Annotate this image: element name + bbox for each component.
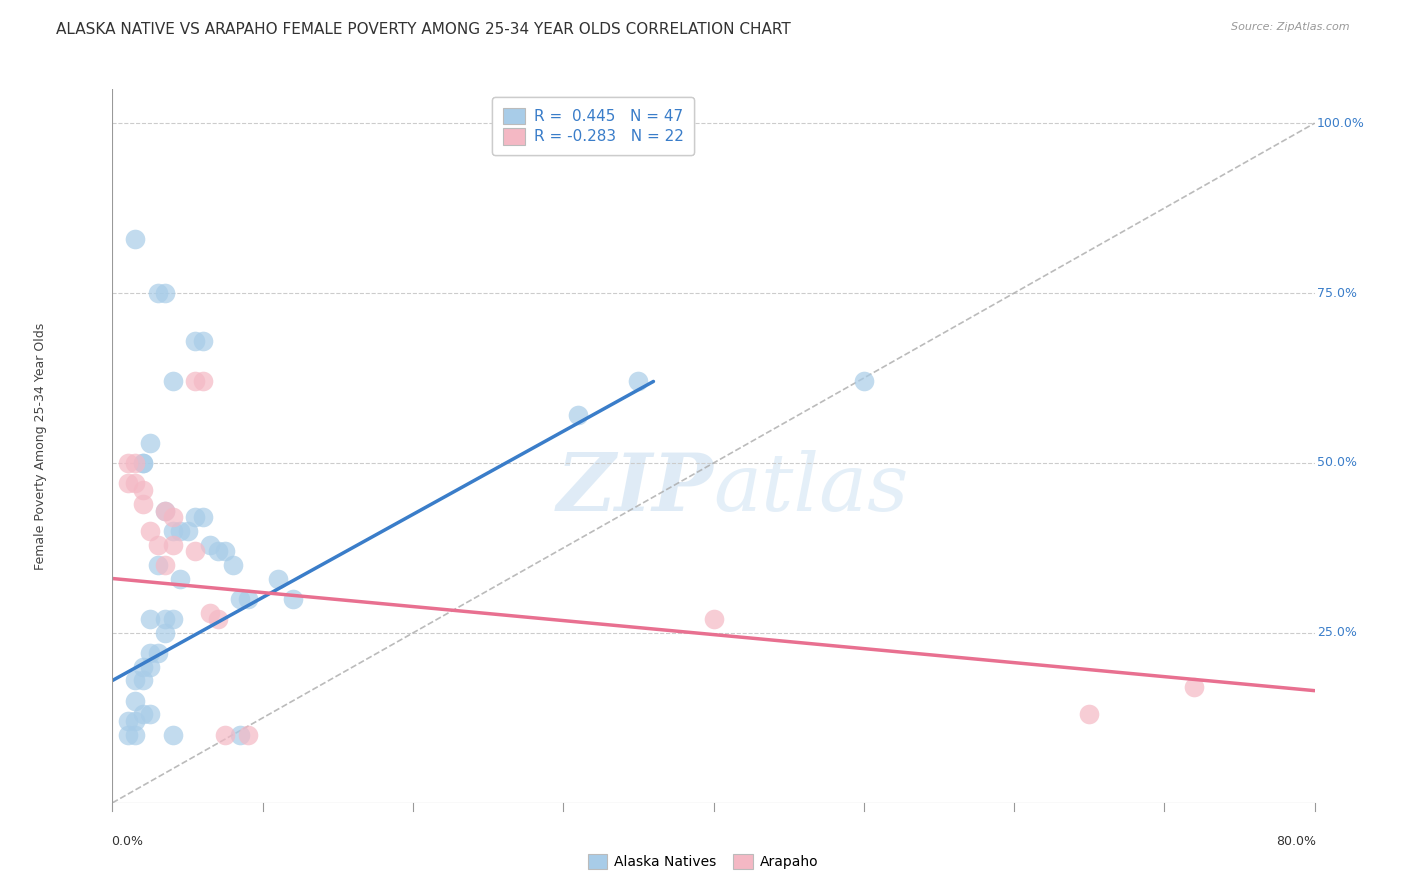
Point (184, 375, 207, 389)
Text: 0.0%: 0.0% (111, 835, 143, 848)
Point (153, 503, 176, 517)
Point (162, 537, 184, 551)
Point (191, 334, 214, 348)
Text: 50.0%: 50.0% (1317, 457, 1357, 469)
Point (139, 435, 162, 450)
Point (214, 544, 236, 558)
Point (117, 714, 139, 729)
Point (124, 232, 146, 246)
Point (117, 456, 139, 470)
Point (117, 476, 139, 491)
Text: atlas: atlas (713, 450, 908, 527)
Point (1184, 680, 1206, 694)
Point (153, 503, 176, 517)
Point (139, 524, 162, 538)
Point (124, 673, 146, 688)
Point (627, 375, 650, 389)
Point (124, 728, 146, 742)
Point (139, 707, 162, 722)
Point (184, 544, 207, 558)
Point (198, 537, 221, 551)
Point (207, 612, 229, 626)
Point (852, 375, 875, 389)
Point (162, 612, 184, 626)
Point (222, 558, 245, 572)
Point (139, 612, 162, 626)
Point (229, 728, 252, 742)
Point (162, 728, 184, 742)
Point (267, 572, 290, 586)
Point (131, 707, 153, 722)
Point (153, 612, 176, 626)
Point (146, 537, 169, 551)
Text: ALASKA NATIVE VS ARAPAHO FEMALE POVERTY AMONG 25-34 YEAR OLDS CORRELATION CHART: ALASKA NATIVE VS ARAPAHO FEMALE POVERTY … (56, 22, 792, 37)
Text: 75.0%: 75.0% (1317, 286, 1357, 300)
Point (162, 524, 184, 538)
Point (131, 483, 153, 498)
Point (184, 334, 207, 348)
Point (169, 524, 191, 538)
Text: Female Poverty Among 25-34 Year Olds: Female Poverty Among 25-34 Year Olds (34, 322, 46, 570)
Point (124, 694, 146, 708)
Point (124, 714, 146, 729)
Point (124, 456, 146, 470)
Point (236, 591, 259, 606)
Point (139, 660, 162, 674)
Point (162, 375, 184, 389)
Legend: Alaska Natives, Arapaho: Alaska Natives, Arapaho (581, 847, 825, 876)
Point (131, 673, 153, 688)
Point (131, 456, 153, 470)
Point (236, 728, 259, 742)
Point (162, 510, 184, 524)
Point (184, 510, 207, 524)
Point (567, 409, 589, 423)
Point (124, 476, 146, 491)
Point (131, 456, 153, 470)
Point (191, 375, 214, 389)
Point (176, 524, 198, 538)
Point (139, 646, 162, 660)
Point (131, 497, 153, 511)
Point (117, 728, 139, 742)
Point (153, 286, 176, 301)
Point (207, 544, 229, 558)
Point (169, 572, 191, 586)
Point (146, 646, 169, 660)
Point (229, 591, 252, 606)
Point (146, 558, 169, 572)
Point (131, 660, 153, 674)
Point (702, 612, 725, 626)
Text: 100.0%: 100.0% (1317, 117, 1365, 129)
Point (214, 728, 236, 742)
Text: 80.0%: 80.0% (1275, 835, 1316, 848)
Point (281, 591, 304, 606)
Point (153, 626, 176, 640)
Text: ZIP: ZIP (557, 450, 713, 527)
Point (146, 286, 169, 301)
Point (1078, 707, 1101, 722)
Point (153, 558, 176, 572)
Point (198, 606, 221, 620)
Point (191, 510, 214, 524)
Legend: R =  0.445   N = 47, R = -0.283   N = 22: R = 0.445 N = 47, R = -0.283 N = 22 (492, 97, 695, 155)
Text: 25.0%: 25.0% (1317, 626, 1357, 640)
Text: Source: ZipAtlas.com: Source: ZipAtlas.com (1232, 22, 1350, 32)
